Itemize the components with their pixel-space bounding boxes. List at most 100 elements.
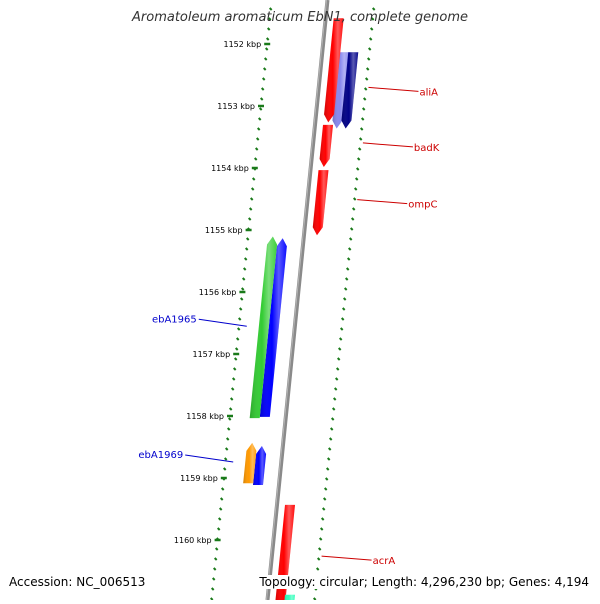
tick-label: 1158 kbp — [186, 412, 224, 421]
minor-tick-reverse — [242, 267, 247, 271]
minor-tick-reverse — [210, 587, 215, 591]
minor-tick-reverse — [254, 147, 259, 151]
label-leader-line — [198, 318, 247, 327]
map-title: Aromatoleum aromaticum EbN1, complete ge… — [132, 10, 468, 25]
minor-tick-reverse — [241, 277, 246, 281]
tick-label: 1152 kbp — [223, 40, 261, 49]
minor-tick-reverse — [223, 457, 228, 461]
minor-tick-forward — [340, 317, 345, 321]
minor-tick-forward — [341, 307, 346, 311]
label-leader-line — [368, 86, 419, 92]
minor-tick-forward — [359, 127, 364, 131]
minor-tick-forward — [349, 227, 354, 231]
gene-arrow-shading — [341, 52, 359, 129]
minor-tick-forward — [331, 407, 336, 411]
minor-tick-reverse — [232, 367, 237, 371]
gene-label-badK[interactable]: badK — [414, 143, 440, 154]
minor-tick-forward — [317, 547, 322, 551]
minor-tick-reverse — [225, 437, 230, 441]
minor-tick-reverse — [261, 77, 266, 81]
minor-tick-forward — [337, 347, 342, 351]
minor-tick-reverse — [213, 557, 218, 561]
minor-tick-reverse — [235, 337, 240, 341]
tick-label: 1160 kbp — [174, 536, 212, 545]
gene-arrow-shading — [319, 124, 334, 167]
minor-tick-forward — [362, 97, 367, 101]
accession-text: Accession: NC_006513 — [8, 575, 147, 589]
minor-tick-forward — [316, 557, 321, 561]
minor-tick-forward — [321, 507, 326, 511]
minor-tick-forward — [342, 297, 347, 301]
minor-tick-forward — [332, 397, 337, 401]
minor-tick-forward — [334, 377, 339, 381]
minor-tick-reverse — [251, 177, 256, 181]
minor-tick-forward — [361, 107, 366, 111]
minor-tick-forward — [365, 67, 370, 71]
minor-tick-reverse — [267, 17, 272, 21]
genome-backbone — [265, 0, 330, 601]
minor-tick-forward — [323, 487, 328, 491]
minor-tick-reverse — [228, 407, 233, 411]
tick-label: 1155 kbp — [205, 226, 243, 235]
tick-label: 1159 kbp — [180, 474, 218, 483]
minor-tick-reverse — [249, 197, 254, 201]
minor-tick-forward — [353, 187, 358, 191]
minor-tick-forward — [329, 427, 334, 431]
minor-tick-reverse — [230, 387, 235, 391]
minor-tick-reverse — [233, 357, 238, 361]
tick-ring-layer — [209, 7, 376, 601]
topology-text: Topology: circular; Length: 4,296,230 bp… — [258, 575, 590, 589]
minor-tick-forward — [366, 57, 371, 61]
minor-tick-forward — [319, 527, 324, 531]
gene-label-ebA1969[interactable]: ebA1969 — [138, 450, 183, 461]
minor-tick-reverse — [243, 257, 248, 261]
minor-tick-forward — [351, 207, 356, 211]
minor-tick-reverse — [247, 217, 252, 221]
minor-tick-reverse — [257, 117, 262, 121]
minor-tick-reverse — [214, 547, 219, 551]
minor-tick-reverse — [258, 107, 263, 111]
minor-tick-reverse — [217, 517, 222, 521]
minor-tick-reverse — [226, 427, 231, 431]
gene-arrow-shading — [243, 442, 257, 484]
minor-tick-forward — [325, 467, 330, 471]
minor-tick-reverse — [266, 27, 271, 31]
minor-tick-reverse — [211, 577, 216, 581]
minor-tick-reverse — [265, 37, 270, 41]
label-leader-line — [362, 142, 413, 148]
minor-tick-forward — [371, 7, 376, 11]
minor-tick-forward — [369, 27, 374, 31]
scale-layer: 1152 kbp 1153 kbp 1154 kbp 1155 kbp 1156 kbp… — [174, 40, 271, 545]
minor-tick-forward — [370, 17, 375, 21]
gene-arrow-shading — [259, 238, 287, 417]
gene-label-acrA[interactable]: acrA — [373, 556, 396, 567]
tick-label: 1153 kbp — [217, 102, 255, 111]
minor-tick-forward — [322, 497, 327, 501]
gene-label-aliA[interactable]: aliA — [419, 87, 438, 98]
minor-tick-reverse — [219, 497, 224, 501]
gene-arrow-shading — [312, 170, 329, 236]
minor-tick-reverse — [218, 507, 223, 511]
minor-tick-forward — [346, 257, 351, 261]
genome-backbone-highlight — [266, 0, 327, 601]
minor-tick-forward — [348, 237, 353, 241]
minor-tick-reverse — [263, 57, 268, 61]
minor-tick-reverse — [222, 467, 227, 471]
gene-arrow-shading — [332, 52, 350, 129]
minor-tick-forward — [330, 417, 335, 421]
minor-tick-forward — [324, 477, 329, 481]
minor-tick-reverse — [227, 417, 232, 421]
minor-tick-forward — [333, 387, 338, 391]
minor-tick-forward — [363, 87, 368, 91]
gene-label-ompC[interactable]: ompC — [408, 200, 437, 211]
gene-arrow-shading — [284, 594, 296, 604]
minor-tick-forward — [327, 447, 332, 451]
minor-tick-reverse — [268, 7, 273, 11]
gene-label-ebA1965[interactable]: ebA1965 — [152, 314, 197, 325]
minor-tick-reverse — [236, 327, 241, 331]
minor-tick-forward — [367, 47, 372, 51]
minor-tick-forward — [344, 277, 349, 281]
minor-tick-forward — [328, 437, 333, 441]
minor-tick-reverse — [234, 347, 239, 351]
